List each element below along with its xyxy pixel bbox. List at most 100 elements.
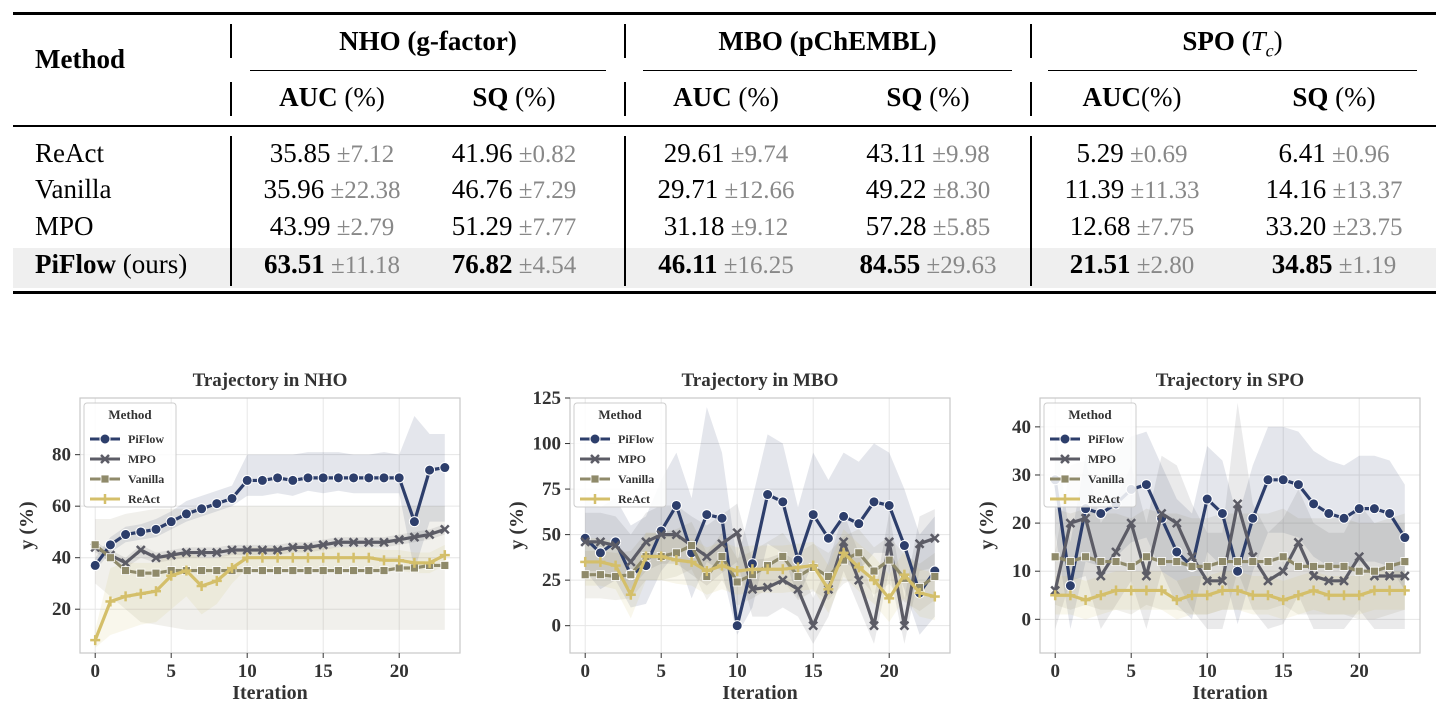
legend: Method PiFlow MPO Vanilla ReAct xyxy=(573,402,667,508)
y-tick-label: 40 xyxy=(1012,417,1031,438)
data-point xyxy=(762,582,773,593)
cell-std: ±0.82 xyxy=(512,141,577,168)
data-point xyxy=(439,550,450,561)
table-cell: 76.82 ±4.54 xyxy=(414,249,614,280)
legend-title: Method xyxy=(108,407,152,422)
data-point xyxy=(439,462,451,474)
data-point xyxy=(1141,552,1151,562)
chart-spo-svg: Trajectory in SPO 0 5 10 15 20 0 10 20 30 40 Iterat… xyxy=(976,370,1421,704)
group-header-spo-var: T xyxy=(1250,26,1266,56)
data-point xyxy=(1157,557,1167,566)
legend-label: ReAct xyxy=(618,492,650,506)
data-point xyxy=(332,472,344,484)
x-tick-label: 15 xyxy=(804,661,823,682)
y-tick-label: 10 xyxy=(1012,561,1031,582)
data-point xyxy=(1095,571,1106,581)
data-point xyxy=(363,537,374,548)
data-point xyxy=(1217,557,1227,566)
data-point xyxy=(1248,557,1258,566)
data-point xyxy=(1202,575,1213,586)
subheader-unit: (%) xyxy=(508,82,556,112)
cell-mean: 35.96 xyxy=(263,174,325,204)
data-point xyxy=(823,584,834,595)
data-point xyxy=(1293,590,1304,601)
data-point xyxy=(869,566,879,576)
cell-mean: 35.85 xyxy=(269,138,331,168)
x-tick-label: 5 xyxy=(1126,661,1136,682)
legend-marker xyxy=(100,494,110,504)
data-point xyxy=(317,472,329,484)
data-point xyxy=(1384,585,1395,596)
chart-nho: Trajectory in NHO 0 5 10 15 20 20 40 60 80 Iterati… xyxy=(10,360,470,715)
header-rule xyxy=(13,125,1436,127)
data-point xyxy=(150,523,162,535)
group-header-nho: NHO (g-factor) xyxy=(339,26,517,56)
data-point xyxy=(838,537,849,547)
data-point xyxy=(288,566,298,575)
y-axis-label: y (%) xyxy=(506,501,528,549)
series-markers-vanilla xyxy=(580,541,940,592)
legend-label: PiFlow xyxy=(618,432,654,446)
legend-label: MPO xyxy=(1088,452,1116,466)
data-point xyxy=(717,538,727,549)
data-point xyxy=(580,537,591,547)
x-axis-label: Iteration xyxy=(722,682,798,704)
cell-mean: 5.29 xyxy=(1076,138,1124,168)
legend-marker xyxy=(99,433,111,445)
data-point xyxy=(363,552,374,563)
data-point xyxy=(1232,498,1243,509)
y-tick-label: 25 xyxy=(542,570,561,591)
data-point xyxy=(90,540,100,550)
subheader-auc: AUC (%) xyxy=(232,82,432,113)
data-point xyxy=(1323,575,1334,586)
subheader-sq: SQ (%) xyxy=(828,82,1028,113)
data-point xyxy=(424,557,435,568)
series-markers-react xyxy=(90,550,450,646)
data-point xyxy=(1080,595,1091,606)
legend-label: PiFlow xyxy=(128,432,164,446)
data-point xyxy=(807,509,819,521)
data-point xyxy=(1384,571,1395,581)
data-point xyxy=(1308,585,1319,596)
data-point xyxy=(409,532,420,542)
legend-label: Vanilla xyxy=(1088,472,1124,486)
data-point xyxy=(166,570,177,581)
data-point xyxy=(580,556,591,567)
data-point xyxy=(120,591,131,602)
data-point xyxy=(1354,566,1364,576)
x-tick-label: 10 xyxy=(238,661,257,682)
legend-title: Method xyxy=(598,407,642,422)
data-point xyxy=(930,572,940,581)
data-point xyxy=(1202,561,1212,571)
cell-mean: 63.51 xyxy=(263,249,325,279)
top-rule xyxy=(13,12,1436,15)
column-separator xyxy=(624,136,626,286)
table-cell: 84.55 ±29.63 xyxy=(828,249,1028,280)
data-point xyxy=(1339,590,1349,601)
group-underline xyxy=(1048,70,1417,71)
method-name: Vanilla xyxy=(35,174,111,205)
column-separator xyxy=(230,136,232,286)
data-point xyxy=(838,510,850,522)
confidence-band xyxy=(1055,426,1405,629)
cell-mean: 76.82 xyxy=(451,249,513,279)
data-point xyxy=(1201,493,1213,505)
data-point xyxy=(105,596,116,607)
x-tick-label: 15 xyxy=(314,661,333,682)
data-point xyxy=(1277,474,1289,486)
cell-mean: 11.39 xyxy=(1064,174,1125,204)
series-markers-react xyxy=(1050,585,1410,606)
data-point xyxy=(1233,557,1243,566)
data-point xyxy=(90,635,101,646)
data-point xyxy=(408,516,420,528)
data-point xyxy=(641,551,651,562)
data-point xyxy=(226,492,238,504)
data-point xyxy=(625,589,636,600)
data-point xyxy=(594,547,606,559)
data-point xyxy=(211,498,223,510)
data-point xyxy=(838,547,849,558)
data-point xyxy=(379,566,389,575)
data-point xyxy=(211,575,222,586)
data-point xyxy=(227,563,237,573)
x-tick-label: 20 xyxy=(880,661,899,682)
